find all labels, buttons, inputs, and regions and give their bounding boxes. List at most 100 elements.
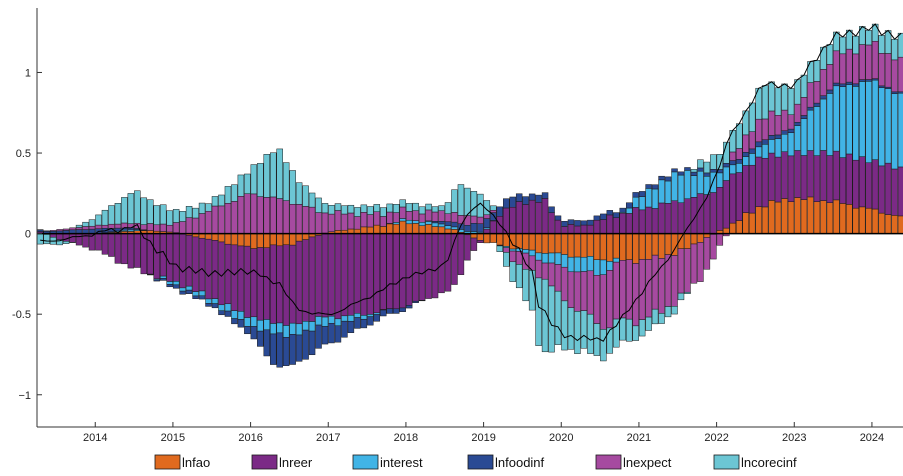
bar-lnreer — [172, 233, 180, 282]
bar-interest — [522, 249, 529, 254]
bar-lnfoodinf — [690, 171, 698, 176]
bar-lncorecinf — [75, 224, 83, 228]
bar-interest — [263, 319, 270, 331]
bar-lnfao — [794, 197, 801, 234]
bar-lnfoodinf — [386, 308, 393, 314]
bar-lnexpect — [328, 213, 335, 233]
legend-label-lnfao: lnfao — [182, 455, 210, 470]
bar-lnreer — [425, 233, 432, 299]
bar-lnfoodinf — [464, 225, 471, 232]
bar-lnexpect — [897, 56, 903, 93]
bar-lncorecinf — [108, 205, 115, 225]
bar-interest — [185, 285, 193, 291]
bar-lnexpect — [431, 211, 439, 222]
bar-lnexpect — [308, 206, 316, 234]
bar-lnreer — [250, 248, 258, 318]
bar-lnexpect — [386, 211, 393, 224]
bar-lncorecinf — [574, 311, 581, 354]
bars-layer — [37, 23, 903, 368]
bar-lnfao — [807, 196, 814, 234]
bar-lnfao — [664, 233, 672, 255]
bar-lnexpect — [490, 210, 497, 213]
bar-lnreer — [211, 240, 219, 299]
bar-lnfao — [865, 207, 872, 234]
bar-lnexpect — [399, 206, 406, 219]
bar-lncorecinf — [600, 329, 607, 362]
bar-lnfao — [748, 212, 756, 234]
bar-lncorecinf — [748, 102, 756, 132]
bar-lnfao — [690, 233, 698, 245]
bar-interest — [392, 222, 400, 225]
bar-lnreer — [237, 245, 245, 312]
bar-lnreer — [276, 245, 283, 324]
bar-interest — [172, 281, 180, 286]
bar-lnreer — [515, 201, 523, 234]
bar-lnfao — [606, 233, 614, 262]
y-tick-label: −1 — [18, 390, 31, 402]
bar-lnexpect — [671, 255, 678, 307]
bar-lnexpect — [224, 203, 232, 234]
bar-lncorecinf — [231, 184, 238, 202]
bar-lnreer — [347, 233, 355, 316]
bar-lncorecinf — [729, 130, 736, 153]
bar-lnexpect — [360, 212, 368, 228]
bar-interest — [651, 188, 659, 209]
bar-interest — [257, 319, 264, 332]
bar-lnreer — [509, 206, 516, 234]
bar-lnreer — [528, 199, 536, 234]
bar-lnfoodinf — [768, 135, 775, 140]
bar-lnexpect — [684, 248, 691, 293]
bar-lnexpect — [703, 237, 711, 270]
bar-lnexpect — [781, 109, 788, 131]
bar-lnexpect — [736, 148, 743, 160]
bar-interest — [807, 109, 814, 151]
bar-lnfao — [833, 199, 840, 234]
bar-lnfao — [386, 223, 393, 234]
bar-lnexpect — [813, 81, 821, 104]
x-tick-label: 2021 — [627, 432, 651, 444]
bar-lnreer — [761, 157, 769, 208]
x-tick-label: 2017 — [316, 432, 340, 444]
bar-lnfao — [638, 233, 646, 260]
bar-interest — [166, 281, 173, 285]
bar-interest — [302, 321, 309, 331]
y-tick-label: 0.5 — [16, 148, 31, 160]
bar-lncorecinf — [632, 325, 639, 341]
x-tick-label: 2020 — [549, 432, 573, 444]
bar-lnexpect — [651, 254, 659, 310]
bar-lnreer — [367, 233, 374, 315]
bar-lnexpect — [425, 209, 432, 222]
bar-lnfoodinf — [723, 163, 730, 168]
bar-interest — [528, 249, 536, 257]
bar-lnfoodinf — [270, 333, 277, 365]
bar-lnexpect — [108, 223, 115, 229]
legend-swatch-lncorecinf — [713, 454, 740, 470]
bar-lnfoodinf — [736, 159, 743, 164]
bar-lncorecinf — [347, 204, 355, 214]
bar-lnfao — [593, 233, 601, 260]
bar-lnfoodinf — [509, 196, 516, 208]
legend: lnfao lnreer interest lnfoodinf lnexpect lnco… — [154, 454, 797, 470]
bar-lncorecinf — [690, 169, 698, 173]
bar-lnexpect — [75, 227, 83, 230]
legend-label-lnexpect: lnexpect — [623, 455, 672, 470]
bar-lnreer — [606, 214, 614, 234]
bar-lncorecinf — [166, 210, 173, 226]
bar-lncorecinf — [761, 85, 769, 120]
bar-interest — [632, 196, 639, 208]
bar-lnexpect — [82, 226, 89, 230]
bar-lncorecinf — [334, 203, 342, 211]
bar-lncorecinf — [127, 193, 135, 224]
bar-interest — [295, 323, 303, 336]
bar-lnexpect — [69, 227, 76, 231]
bar-lnfoodinf — [263, 329, 270, 357]
bar-lncorecinf — [813, 60, 821, 82]
bar-lnreer — [813, 155, 821, 202]
bar-lncorecinf — [250, 164, 258, 195]
bar-lnfao — [852, 207, 859, 234]
bar-interest — [774, 138, 782, 158]
bar-lnreer — [399, 233, 406, 309]
bar-lnreer — [716, 187, 724, 231]
bar-lnfoodinf — [606, 210, 614, 216]
bar-lnexpect — [392, 212, 400, 223]
